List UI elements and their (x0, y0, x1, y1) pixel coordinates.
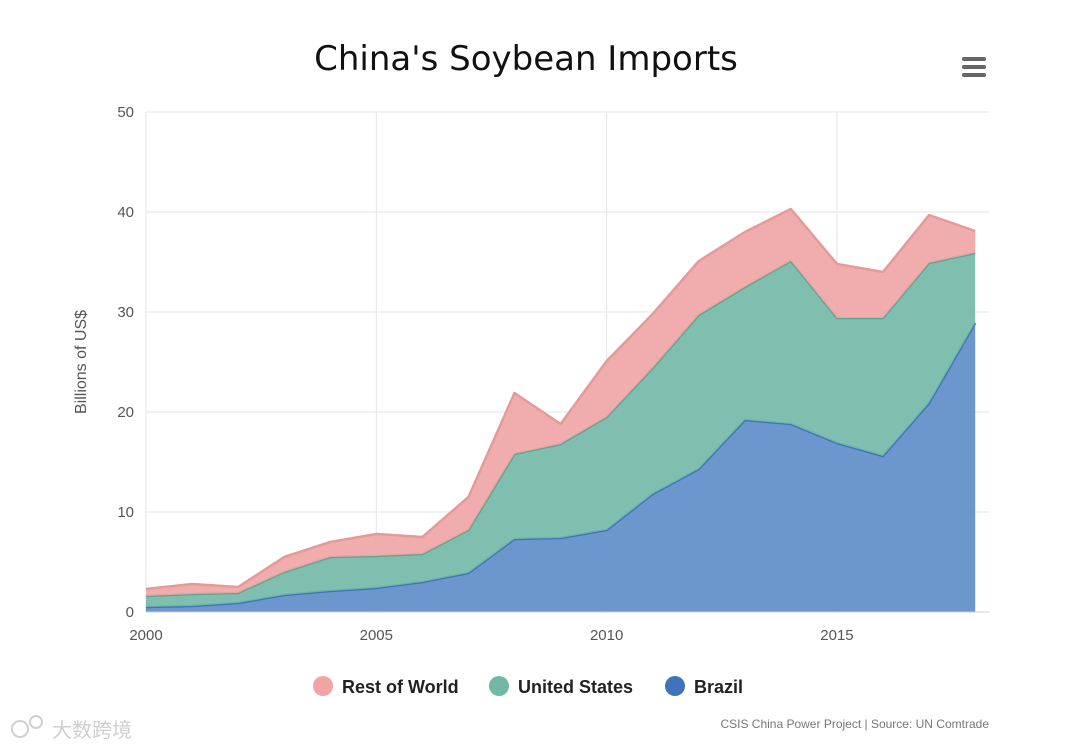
x-tick-label: 2005 (360, 627, 393, 644)
y-tick-label: 50 (117, 104, 134, 121)
legend: Rest of World United States Brazil (313, 676, 743, 697)
legend-marker-rest-of-world (313, 676, 333, 696)
x-tick-label: 2010 (590, 627, 623, 644)
y-tick-label: 40 (117, 204, 134, 221)
legend-label-rest-of-world: Rest of World (342, 677, 459, 697)
y-tick-label: 0 (126, 604, 134, 621)
y-tick-label: 10 (117, 504, 134, 521)
legend-item-rest-of-world[interactable]: Rest of World (313, 676, 459, 697)
y-tick-label: 30 (117, 304, 134, 321)
x-tick-label: 2015 (820, 627, 853, 644)
axes: 0 10 20 30 40 50 2000 2005 2010 2015 (117, 104, 989, 644)
watermark-logo-icon (11, 715, 43, 738)
area-series-group (145, 207, 977, 612)
legend-item-united-states[interactable]: United States (489, 676, 633, 697)
y-axis-label: Billions of US$ (73, 310, 90, 414)
chart-title: China's Soybean Imports (314, 39, 738, 79)
legend-item-brazil[interactable]: Brazil (665, 676, 743, 697)
area-united-states[interactable] (146, 253, 976, 607)
chart-menu-button[interactable] (955, 50, 995, 84)
line-rest-of-world[interactable] (145, 207, 976, 591)
area-brazil[interactable] (146, 323, 976, 612)
hamburger-menu-icon (962, 57, 986, 77)
credits-text[interactable]: CSIS China Power Project | Source: UN Co… (720, 717, 989, 731)
legend-marker-brazil (665, 676, 685, 696)
legend-label-brazil: Brazil (694, 677, 743, 697)
x-tick-label: 2000 (129, 627, 162, 644)
legend-label-united-states: United States (518, 677, 633, 697)
y-tick-label: 20 (117, 404, 134, 421)
watermark-text: 大数跨境 (52, 718, 132, 742)
legend-marker-united-states (489, 676, 509, 696)
